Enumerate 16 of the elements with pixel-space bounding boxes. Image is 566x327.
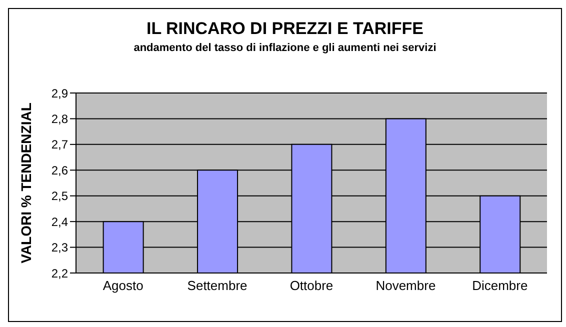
y-tick-label: 2,8 (51, 112, 68, 126)
y-tick-label: 2,5 (51, 189, 68, 204)
x-tick-label: Dicembre (472, 278, 528, 294)
chart-subtitle: andamento del tasso di inflazione e gli aumenti nei servizi (132, 42, 438, 54)
y-tick-label: 2,7 (51, 138, 68, 152)
y-tick-label: 2,9 (51, 86, 68, 100)
y-tick-label: 2,4 (51, 214, 68, 229)
y-tick-label: 2,3 (51, 240, 68, 255)
chart-title: IL RINCARO DI PREZZI E TARIFFE (145, 19, 425, 39)
x-tick-label: Settembre (187, 278, 248, 294)
y-tick-label: 2,6 (51, 163, 68, 178)
y-axis-title: VALORI % TENDENZIAL (18, 102, 34, 264)
x-tick-label: Agosto (102, 278, 144, 294)
y-tick-label: 2,2 (51, 266, 68, 280)
x-tick-label: Novembre (376, 278, 436, 294)
x-tick-label: Ottobre (290, 278, 334, 294)
